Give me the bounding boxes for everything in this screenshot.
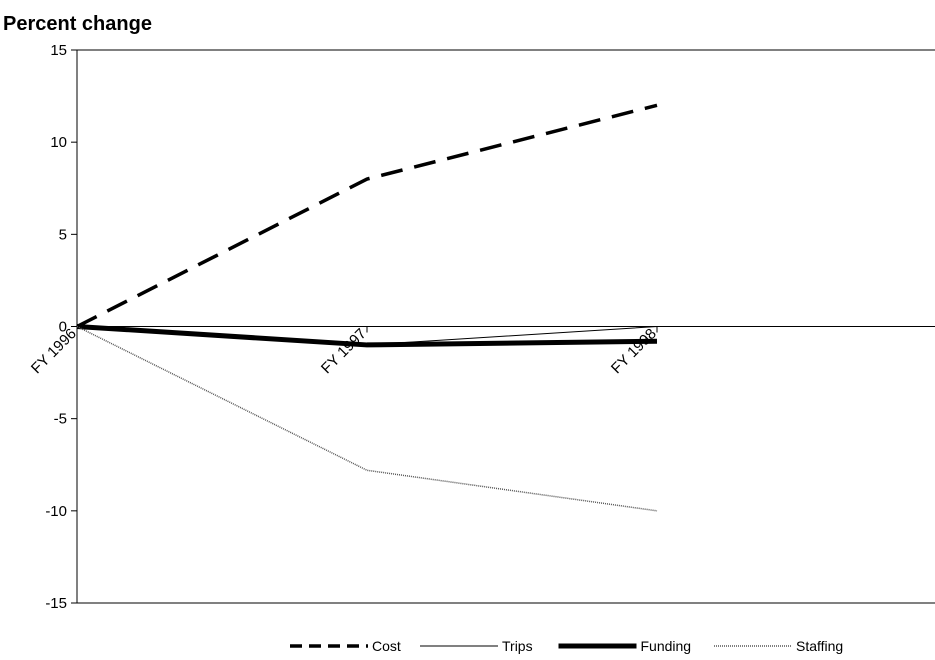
- x-tick-label: FY 1996: [28, 325, 80, 377]
- series-lines: [76, 103, 658, 512]
- series-line-staffing: [76, 325, 658, 512]
- series-line-cost: [76, 103, 658, 329]
- legend-label-staffing: Staffing: [796, 638, 843, 654]
- y-tick-label: 15: [50, 42, 67, 59]
- x-tick-label: FY 1998: [608, 325, 660, 377]
- legend-label-trips: Trips: [502, 638, 533, 654]
- y-tick-label: 10: [50, 134, 67, 151]
- y-axis: 15 10 5 0 -5 -10 -15: [45, 42, 935, 612]
- y-tick-label: 0: [59, 319, 67, 336]
- legend-label-cost: Cost: [372, 638, 401, 654]
- y-tick-label: -10: [45, 503, 67, 520]
- legend: Cost Trips Funding Staffing: [290, 638, 843, 654]
- chart-title: Percent change: [3, 13, 152, 35]
- y-tick-label: -5: [54, 411, 67, 428]
- legend-label-funding: Funding: [641, 638, 692, 654]
- y-tick-label: 5: [59, 226, 67, 243]
- x-tick-label: FY 1997: [318, 325, 370, 377]
- y-tick-label: -15: [45, 595, 67, 612]
